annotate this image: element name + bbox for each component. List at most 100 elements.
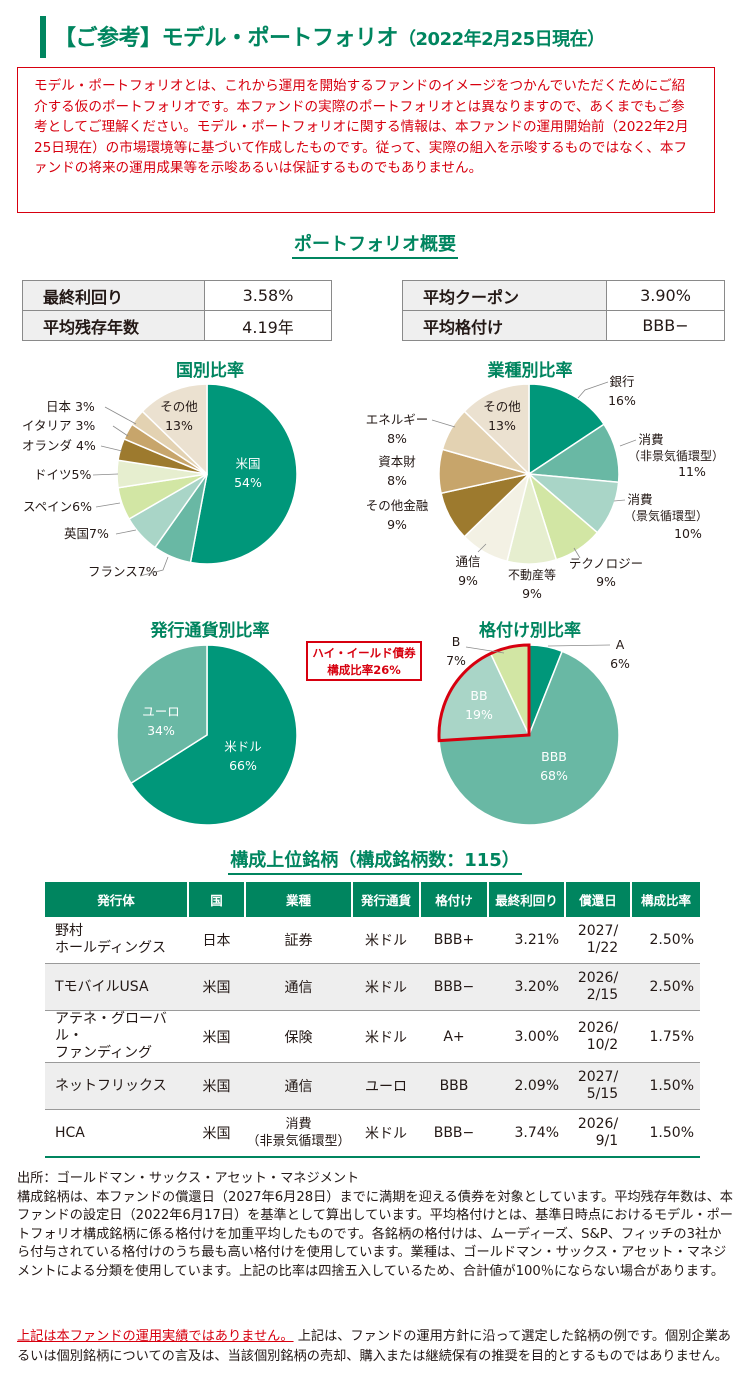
sector-label-capital-goods: 資本財 <box>378 454 416 469</box>
sector-value-technology: 9% <box>596 574 616 589</box>
leader-line <box>431 419 456 428</box>
sector-value-real-estate: 9% <box>522 586 542 601</box>
rating-label-bb: BB <box>470 688 487 703</box>
col-header-sector: 業種 <box>245 882 353 917</box>
cell-maturity: 2027/ 5/15 <box>565 1062 631 1110</box>
overview-row: 平均残存年数 4.19年 <box>22 310 332 341</box>
disclaimer: 上記は本ファンドの運用実績ではありません。 上記は、ファンドの運用方針に沿って選… <box>17 1327 733 1367</box>
table-row: ネットフリックス 米国 通信 ユーロ BBB 2.09% 2027/ 5/15 1.50% <box>45 1062 700 1110</box>
country-slice-8 <box>141 383 208 476</box>
country-label-italy: イタリア 3% <box>22 418 95 433</box>
chart-title-currency: 発行通貨別比率 <box>150 621 270 641</box>
cell-sector: 保険 <box>245 1010 352 1063</box>
page-title-text: 【ご参考】モデル・ポートフォリオ <box>54 26 399 51</box>
cell-issuer: TモバイルUSA <box>45 963 188 1011</box>
cell-yield: 2.09% <box>488 1062 565 1110</box>
cell-yield: 3.74% <box>488 1109 565 1158</box>
cell-sector: 消費 （非景気循環型） <box>245 1109 352 1158</box>
currency-value-usd: 66% <box>229 758 257 773</box>
cell-yield: 3.21% <box>488 917 565 964</box>
sector-value-consumer-cyclical: 10% <box>674 526 702 541</box>
cell-maturity: 2026/ 2/15 <box>565 963 631 1011</box>
page-title-date: （2022年2月25日現在） <box>398 29 605 50</box>
sector-label-bank: 銀行 <box>609 374 634 389</box>
sector-label-other-finance: その他金融 <box>366 498 429 513</box>
high-yield-callout-line1: ハイ・イールド債券 <box>312 646 416 660</box>
rating-value-b: 7% <box>446 653 466 668</box>
cell-rating: A+ <box>420 1010 488 1063</box>
country-slice-0 <box>189 383 298 565</box>
cell-weight: 1.50% <box>631 1109 700 1158</box>
sector-label-real-estate: 不動産等 <box>508 567 556 582</box>
table-row: HCA 米国 消費 （非景気循環型） 米ドル BBB− 3.74% 2026/ 9/1 1.5… <box>45 1109 700 1158</box>
cell-country: 米国 <box>188 1010 245 1063</box>
rating-label-bbb: BBB <box>541 749 567 764</box>
notice-box: モデル・ポートフォリオとは、これから運用を開始するファンドのイメージをつかんでい… <box>17 67 715 213</box>
col-header-yield: 最終利回り <box>488 882 566 917</box>
country-label-netherlands: オランダ 4% <box>22 438 96 453</box>
overview-label: 平均残存年数 <box>22 310 205 341</box>
sector-value-energy: 8% <box>387 431 407 446</box>
cell-country: 米国 <box>188 1062 245 1110</box>
rating-value-bbb: 68% <box>540 768 568 783</box>
cell-currency: 米ドル <box>352 963 420 1011</box>
overview-value: BBB− <box>606 310 725 341</box>
country-value-other: 13% <box>165 418 193 433</box>
footnote-text: 出所：ゴールドマン・サックス・アセット・マネジメント 構成銘柄は、本ファンドの償… <box>17 1171 733 1279</box>
chart-title-sector: 業種別比率 <box>487 361 573 381</box>
sector-label-consumer-cyclical: 消費 <box>627 492 652 507</box>
overview-table-left: 最終利回り 3.58% 平均残存年数 4.19年 <box>22 280 332 341</box>
cell-weight: 1.75% <box>631 1010 700 1063</box>
cell-sector: 通信 <box>245 963 352 1011</box>
overview-value: 4.19年 <box>204 310 332 341</box>
country-label-germany: ドイツ5% <box>34 467 91 482</box>
disclaimer-text: 上記は、ファンドの運用方針に沿って選定した銘柄の例です。個別企業あるいは個別銘柄… <box>17 1329 731 1364</box>
leader-line <box>100 445 123 452</box>
overview-table-right: 平均クーポン 3.90% 平均格付け BBB− <box>402 280 725 341</box>
cell-country: 米国 <box>188 963 245 1011</box>
holdings-header-row: 発行体 国 業種 発行通貨 格付け 最終利回り 償還日 構成比率 <box>45 882 700 917</box>
overview-title: ポートフォリオ概要 <box>0 230 750 259</box>
cell-issuer: アテネ・グローバル・ ファンディング <box>45 1010 188 1063</box>
holdings-title: 構成上位銘柄（構成銘柄数：115） <box>0 846 750 875</box>
cell-sector: 証券 <box>245 917 352 964</box>
leader-line <box>92 473 119 476</box>
leader-line <box>577 381 609 399</box>
cell-country: 日本 <box>188 917 245 964</box>
leader-line <box>619 439 637 447</box>
cell-yield: 3.20% <box>488 963 565 1011</box>
rating-slice-1 <box>438 650 620 826</box>
country-label-us: 米国 <box>235 456 260 471</box>
currency-label-eur: ユーロ <box>142 704 180 719</box>
sector-label-consumer-cyclical-sub: （景気循環型） <box>624 508 708 523</box>
sector-label-consumer-noncyclical-sub: （非景気循環型） <box>628 448 724 463</box>
chart-title-country: 国別比率 <box>176 361 244 381</box>
country-label-japan: 日本 3% <box>46 399 95 414</box>
overview-label: 平均格付け <box>402 310 607 341</box>
cell-maturity: 2027/ 1/22 <box>565 917 631 964</box>
overview-row: 平均クーポン 3.90% <box>402 280 725 311</box>
title-accent-bar <box>40 16 46 58</box>
overview-label: 平均クーポン <box>402 280 607 311</box>
leader-line <box>573 547 581 559</box>
overview-row: 平均格付け BBB− <box>402 310 725 341</box>
leader-line <box>104 406 137 425</box>
table-row: 野村 ホールディングス 日本 証券 米ドル BBB+ 3.21% 2027/ 1/22 2.5… <box>45 917 700 964</box>
cell-weight: 2.50% <box>631 963 700 1011</box>
cell-rating: BBB <box>420 1062 488 1110</box>
col-header-rating: 格付け <box>420 882 489 917</box>
sector-label-other: その他 <box>483 399 521 414</box>
cell-issuer: ネットフリックス <box>45 1062 188 1110</box>
leader-line <box>613 499 626 502</box>
chart-title-rating: 格付け別比率 <box>479 621 581 641</box>
leader-line <box>465 646 505 654</box>
sector-label-technology: テクノロジー <box>569 556 643 571</box>
leader-line <box>95 502 121 508</box>
sector-label-consumer-noncyclical: 消費 <box>638 432 663 447</box>
country-label-spain: スペイン6% <box>23 499 92 514</box>
high-yield-callout: ハイ・イールド債券 構成比率26% <box>306 641 422 681</box>
high-yield-callout-line2: 構成比率26% <box>327 663 401 677</box>
col-header-currency: 発行通貨 <box>352 882 421 917</box>
table-row: TモバイルUSA 米国 通信 米ドル BBB− 3.20% 2026/ 2/15 2.50% <box>45 963 700 1011</box>
